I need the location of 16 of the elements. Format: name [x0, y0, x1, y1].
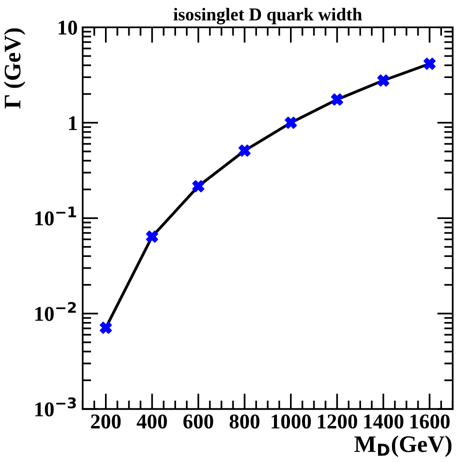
y-tick-label: 1: [69, 116, 77, 130]
x-tick-label: 1000: [272, 414, 311, 429]
x-tick-label: 200: [91, 414, 121, 429]
x-tick-label: 600: [183, 414, 214, 429]
y-tick-label: 10$^{−2}$: [35, 302, 76, 321]
x-tick-label: 1200: [318, 414, 358, 429]
y-tick-label: 10: [58, 20, 78, 35]
x-tick-label: 1400: [364, 414, 404, 429]
x-tick-label: 1600: [410, 414, 450, 429]
y-tick-label: 10$^{−1}$: [35, 206, 76, 226]
y-axis-title: Γ (GeV): [4, 28, 26, 109]
y-tick-label: 10$^{−3}$: [35, 397, 76, 416]
x-tick-label: 400: [136, 414, 167, 429]
x-tick-label: 800: [230, 414, 260, 429]
chart-title: isosinglet D quark width: [174, 8, 362, 24]
x-axis-title: M$_{D}$(GeV): [354, 436, 452, 457]
